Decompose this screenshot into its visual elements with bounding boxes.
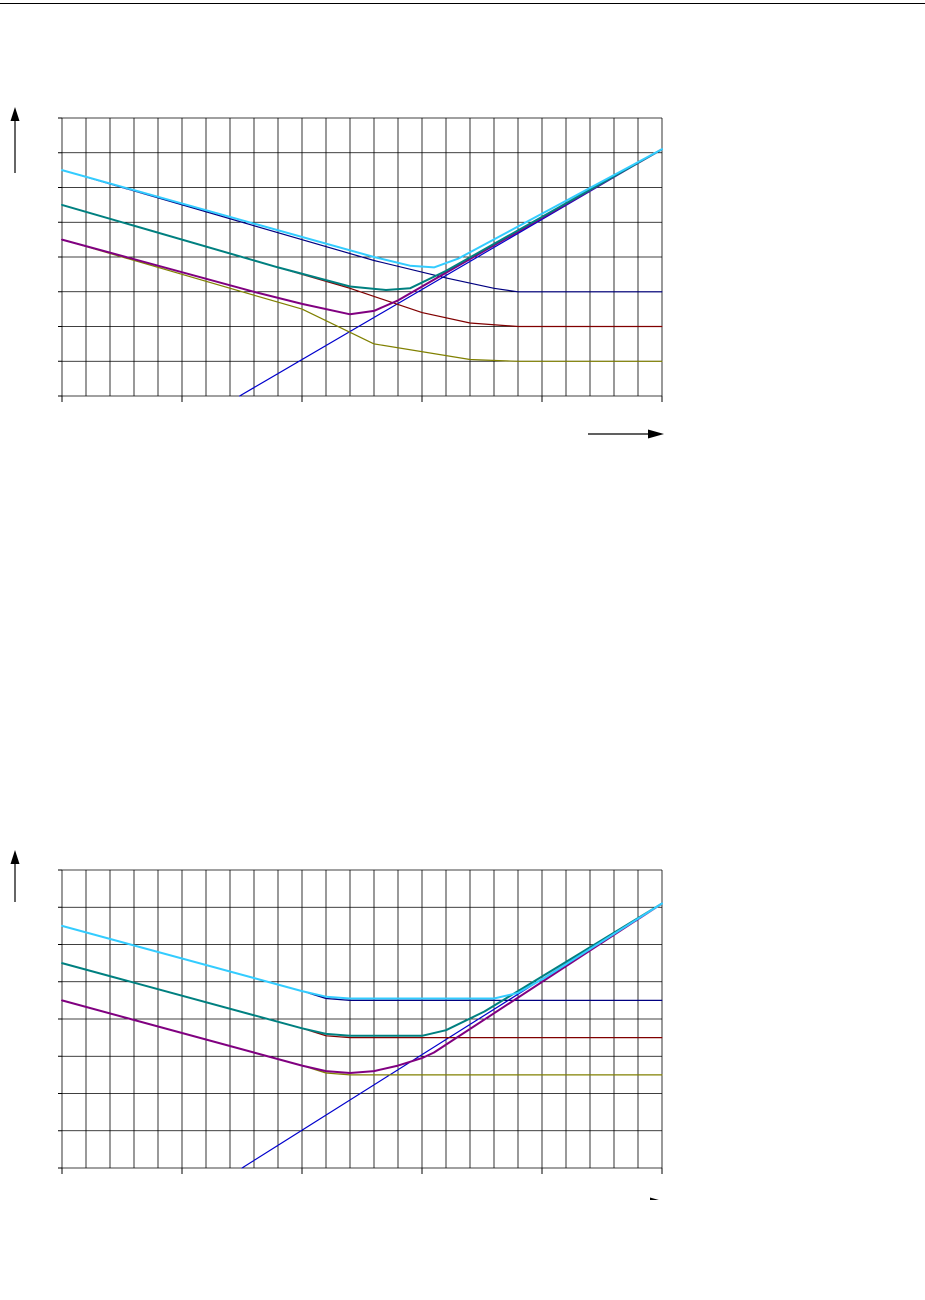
chart-top-svg: [10, 107, 664, 439]
page-top-rule: [0, 3, 925, 4]
chart-bottom-svg: [10, 850, 663, 1200]
series-line-sum_b: [61, 148, 663, 291]
series-line-sum_c: [61, 148, 663, 269]
chart-top: [0, 95, 925, 555]
y-axis-arrow: [10, 850, 20, 902]
series-line-sum_a: [61, 902, 663, 1074]
series-line-series_c: [61, 169, 663, 293]
series-line-series_a: [61, 239, 663, 362]
x-axis-arrow: [650, 1197, 659, 1200]
x-axis-arrow: [588, 429, 664, 439]
series-line-sum_c: [61, 902, 663, 1000]
plot-area: [58, 869, 663, 1174]
plot-area: [58, 117, 663, 402]
chart-bottom: [0, 840, 925, 1300]
series-line-sum_a: [61, 148, 663, 316]
series-line-sum_b: [61, 902, 663, 1037]
y-axis-arrow: [10, 107, 20, 173]
